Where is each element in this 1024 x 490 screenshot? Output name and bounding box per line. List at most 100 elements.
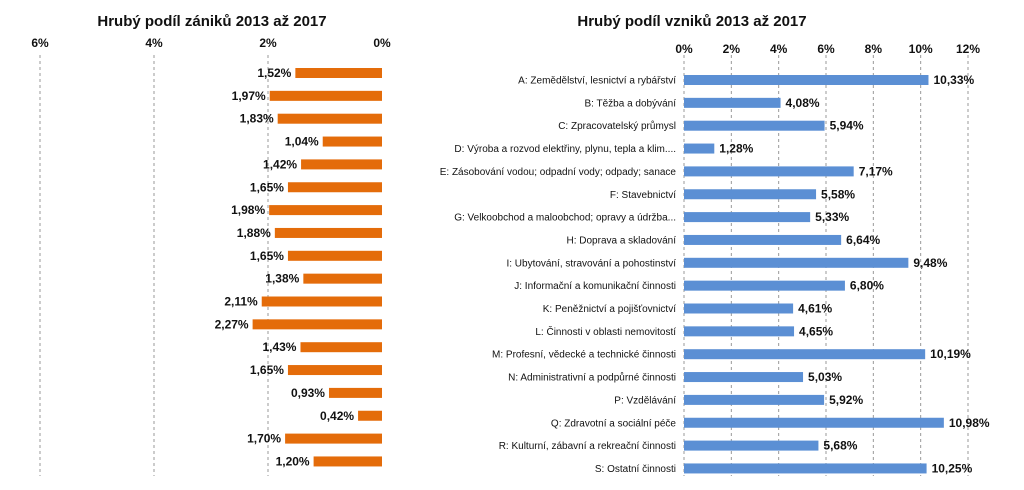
- x-tick-label: 2%: [723, 42, 741, 56]
- bar: [277, 113, 382, 124]
- category-label: E: Zásobování vodou; odpadní vody; odpad…: [440, 167, 677, 178]
- bar: [301, 159, 382, 170]
- chart-title: Hrubý podíl vzniků 2013 až 2017: [577, 13, 806, 30]
- bar: [684, 326, 795, 337]
- data-label: 1,65%: [250, 363, 284, 377]
- category-label: G: Velkoobchod a maloobchod; opravy a úd…: [454, 213, 676, 224]
- x-tick-label: 4%: [770, 42, 788, 56]
- bar: [684, 212, 811, 223]
- data-label: 4,08%: [786, 96, 820, 110]
- category-label: R: Kulturní, zábavní a rekreační činnost…: [499, 441, 676, 452]
- category-label: J: Informační a komunikační činnosti: [514, 281, 676, 292]
- data-label: 1,65%: [250, 249, 284, 263]
- data-label: 7,17%: [859, 164, 893, 178]
- data-label: 5,68%: [823, 439, 857, 453]
- bar: [322, 136, 382, 147]
- data-label: 9,48%: [913, 256, 947, 270]
- bar: [287, 182, 382, 193]
- bar: [252, 319, 382, 330]
- chart-zaniky: Hrubý podíl zániků 2013 až 2017 6% 4% 2% 0%…: [31, 13, 391, 476]
- data-label: 0,93%: [291, 386, 325, 400]
- bar: [684, 372, 804, 383]
- chart-vzniky: Hrubý podíl vzniků 2013 až 2017 0% 2% 4% 6%…: [440, 13, 990, 476]
- category-label: S: Ostatní činnosti: [595, 464, 676, 475]
- bar: [303, 273, 382, 284]
- data-label: 2,11%: [224, 295, 258, 309]
- bar: [684, 349, 926, 360]
- data-label: 2,27%: [215, 317, 249, 331]
- data-label: 6,64%: [846, 233, 880, 247]
- bar: [684, 394, 825, 405]
- category-label: D: Výroba a rozvod elektřiny, plynu, tep…: [454, 144, 676, 155]
- category-label: Q: Zdravotní a sociální péče: [551, 418, 677, 429]
- bar: [261, 296, 382, 307]
- data-label: 5,03%: [808, 370, 842, 384]
- category-label: P: Vzdělávání: [614, 395, 676, 406]
- bar: [684, 166, 854, 177]
- category-label: M: Profesní, vědecké a technické činnost…: [492, 350, 676, 361]
- bar: [684, 120, 825, 131]
- category-label: H: Doprava a skladování: [566, 235, 676, 246]
- data-label: 0,42%: [320, 409, 354, 423]
- bar: [684, 463, 927, 474]
- category-label: I: Ubytování, stravování a pohostinství: [506, 258, 676, 269]
- bar: [684, 75, 929, 85]
- data-label: 6,80%: [850, 279, 884, 293]
- bar: [684, 257, 909, 268]
- x-tick-label: 0%: [675, 42, 693, 56]
- data-label: 1,28%: [719, 142, 753, 156]
- x-tick-label: 4%: [145, 36, 163, 50]
- x-tick-label: 6%: [817, 42, 835, 56]
- data-label: 1,38%: [265, 272, 299, 286]
- data-label: 5,33%: [815, 210, 849, 224]
- data-label: 1,52%: [257, 66, 291, 80]
- bar: [684, 234, 842, 245]
- bar: [269, 90, 382, 101]
- bar: [684, 440, 819, 451]
- x-tick-label: 2%: [259, 36, 277, 50]
- data-label: 1,65%: [250, 180, 284, 194]
- data-label: 1,42%: [263, 157, 297, 171]
- category-label: K: Peněžnictví a pojišťovnictví: [543, 304, 676, 315]
- category-label: C: Zpracovatelský průmysl: [558, 120, 676, 132]
- data-label: 1,83%: [240, 112, 274, 126]
- data-label: 4,61%: [798, 302, 832, 316]
- bar: [684, 417, 944, 428]
- x-tick-label: 6%: [31, 36, 49, 50]
- data-label: 5,94%: [830, 119, 864, 133]
- data-label: 1,43%: [262, 340, 296, 354]
- bar: [313, 456, 382, 467]
- bar: [684, 189, 817, 200]
- bar: [287, 365, 382, 376]
- data-label: 1,97%: [232, 89, 266, 103]
- category-label: F: Stavebnictví: [610, 190, 676, 201]
- bar: [269, 205, 382, 216]
- bar: [295, 68, 382, 78]
- data-label: 5,92%: [829, 393, 863, 407]
- data-label: 1,04%: [285, 135, 319, 149]
- data-label: 10,25%: [932, 461, 973, 475]
- bar: [300, 342, 382, 353]
- bar: [285, 433, 382, 444]
- category-label: L: Činnosti v oblasti nemovitostí: [535, 325, 676, 338]
- data-label: 10,33%: [933, 73, 974, 87]
- data-label: 1,70%: [247, 432, 281, 446]
- data-label: 10,19%: [930, 347, 971, 361]
- data-label: 1,88%: [237, 226, 271, 240]
- data-label: 1,20%: [276, 454, 310, 468]
- data-label: 10,98%: [949, 416, 990, 430]
- bar: [287, 250, 382, 261]
- bar: [328, 387, 382, 398]
- bar: [684, 143, 715, 154]
- bar: [684, 303, 794, 314]
- category-label: A: Zemědělství, lesnictví a rybářství: [518, 76, 676, 87]
- category-label: N: Administrativní a podpůrné činnosti: [508, 372, 676, 384]
- bar: [358, 410, 382, 421]
- bar: [274, 227, 382, 238]
- data-label: 1,98%: [231, 203, 265, 217]
- chart-title: Hrubý podíl zániků 2013 až 2017: [97, 13, 326, 30]
- x-tick-label: 0%: [373, 36, 391, 50]
- x-tick-label: 10%: [909, 42, 933, 56]
- bar: [684, 280, 845, 291]
- bar: [684, 97, 781, 108]
